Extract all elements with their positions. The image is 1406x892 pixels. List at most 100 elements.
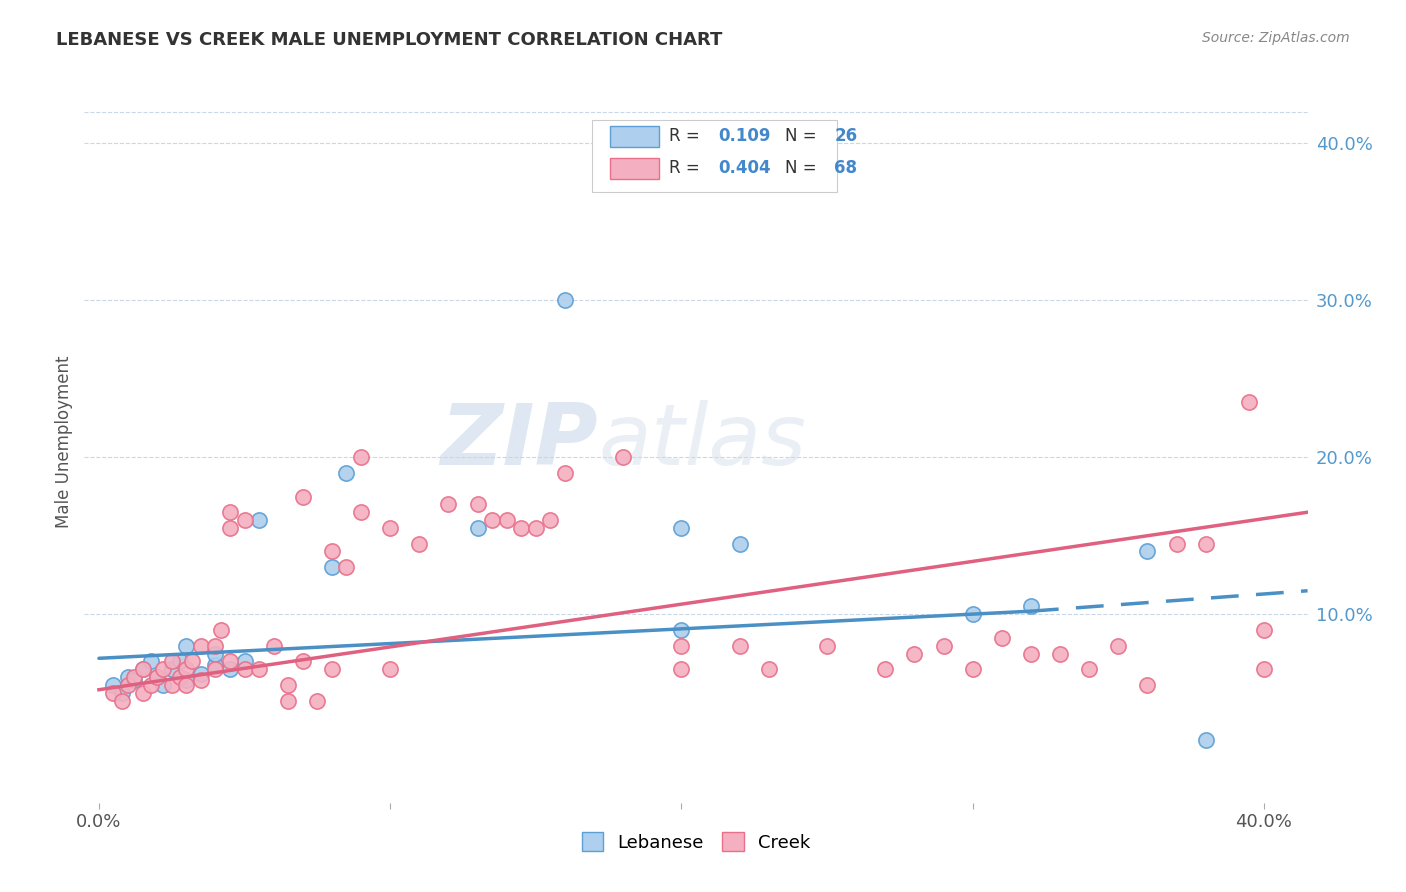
Point xyxy=(335,466,357,480)
Text: N =: N = xyxy=(786,159,823,177)
Point xyxy=(962,607,984,622)
Point xyxy=(875,662,897,676)
Point xyxy=(671,623,693,637)
Point xyxy=(554,466,576,480)
Text: 0.109: 0.109 xyxy=(718,127,770,145)
Point xyxy=(1049,647,1071,661)
Point xyxy=(350,450,373,465)
Point xyxy=(1107,639,1129,653)
Point xyxy=(728,536,751,550)
Point xyxy=(146,670,169,684)
Point xyxy=(122,673,145,688)
Point xyxy=(181,655,204,669)
Point xyxy=(204,662,226,676)
Point xyxy=(174,662,197,676)
Text: 26: 26 xyxy=(834,127,858,145)
Point xyxy=(160,662,183,676)
Point xyxy=(380,662,402,676)
Point xyxy=(1136,544,1159,558)
Point xyxy=(903,647,925,661)
Point xyxy=(233,513,256,527)
Point xyxy=(671,639,693,653)
Point xyxy=(146,670,169,684)
Point xyxy=(117,670,139,684)
Point xyxy=(932,639,955,653)
Point xyxy=(991,631,1014,645)
Point xyxy=(103,686,125,700)
Point xyxy=(1253,623,1275,637)
Point xyxy=(247,662,270,676)
Point xyxy=(247,513,270,527)
Point xyxy=(758,662,780,676)
Text: 68: 68 xyxy=(834,159,858,177)
FancyBboxPatch shape xyxy=(592,120,837,193)
Point xyxy=(174,678,197,692)
Point xyxy=(510,521,533,535)
Point xyxy=(103,678,125,692)
Point xyxy=(219,662,242,676)
Point xyxy=(962,662,984,676)
Point xyxy=(728,639,751,653)
Point xyxy=(408,536,430,550)
Point xyxy=(204,639,226,653)
Text: 0.404: 0.404 xyxy=(718,159,770,177)
Point xyxy=(350,505,373,519)
Y-axis label: Male Unemployment: Male Unemployment xyxy=(55,355,73,528)
Point xyxy=(524,521,547,535)
Point xyxy=(174,639,197,653)
Point xyxy=(1195,536,1218,550)
Point xyxy=(1239,395,1261,409)
Point xyxy=(307,694,329,708)
Point xyxy=(815,639,838,653)
Point xyxy=(554,293,576,308)
Point xyxy=(233,655,256,669)
Point xyxy=(190,667,212,681)
Point xyxy=(291,655,314,669)
Text: R =: R = xyxy=(669,127,704,145)
Point xyxy=(380,521,402,535)
Point xyxy=(111,694,134,708)
Point xyxy=(169,655,191,669)
Point xyxy=(467,497,489,511)
Text: ZIP: ZIP xyxy=(440,400,598,483)
Text: Source: ZipAtlas.com: Source: ZipAtlas.com xyxy=(1202,31,1350,45)
Point xyxy=(495,513,517,527)
Point xyxy=(233,662,256,676)
Text: R =: R = xyxy=(669,159,704,177)
Point xyxy=(1136,678,1159,692)
Point xyxy=(263,639,285,653)
Point xyxy=(111,686,134,700)
Point xyxy=(1166,536,1188,550)
Legend: Lebanese, Creek: Lebanese, Creek xyxy=(574,825,818,859)
Point xyxy=(671,662,693,676)
Point xyxy=(141,678,163,692)
FancyBboxPatch shape xyxy=(610,126,659,147)
Point xyxy=(117,678,139,692)
Point xyxy=(131,686,153,700)
Point xyxy=(1195,733,1218,747)
Point xyxy=(122,670,145,684)
Text: LEBANESE VS CREEK MALE UNEMPLOYMENT CORRELATION CHART: LEBANESE VS CREEK MALE UNEMPLOYMENT CORR… xyxy=(56,31,723,49)
Point xyxy=(321,560,343,574)
Point xyxy=(321,662,343,676)
Point xyxy=(321,544,343,558)
Point xyxy=(152,678,174,692)
Point xyxy=(219,521,242,535)
Point xyxy=(169,670,191,684)
Point xyxy=(219,655,242,669)
Text: atlas: atlas xyxy=(598,400,806,483)
Point xyxy=(277,694,299,708)
Point xyxy=(131,662,153,676)
Point xyxy=(160,678,183,692)
Point xyxy=(291,490,314,504)
Point xyxy=(204,657,226,672)
Point xyxy=(190,673,212,688)
Point xyxy=(219,505,242,519)
Point xyxy=(174,673,197,688)
Point xyxy=(204,647,226,661)
Point xyxy=(1253,662,1275,676)
Point xyxy=(160,655,183,669)
Point xyxy=(277,678,299,692)
FancyBboxPatch shape xyxy=(610,158,659,179)
Point xyxy=(335,560,357,574)
